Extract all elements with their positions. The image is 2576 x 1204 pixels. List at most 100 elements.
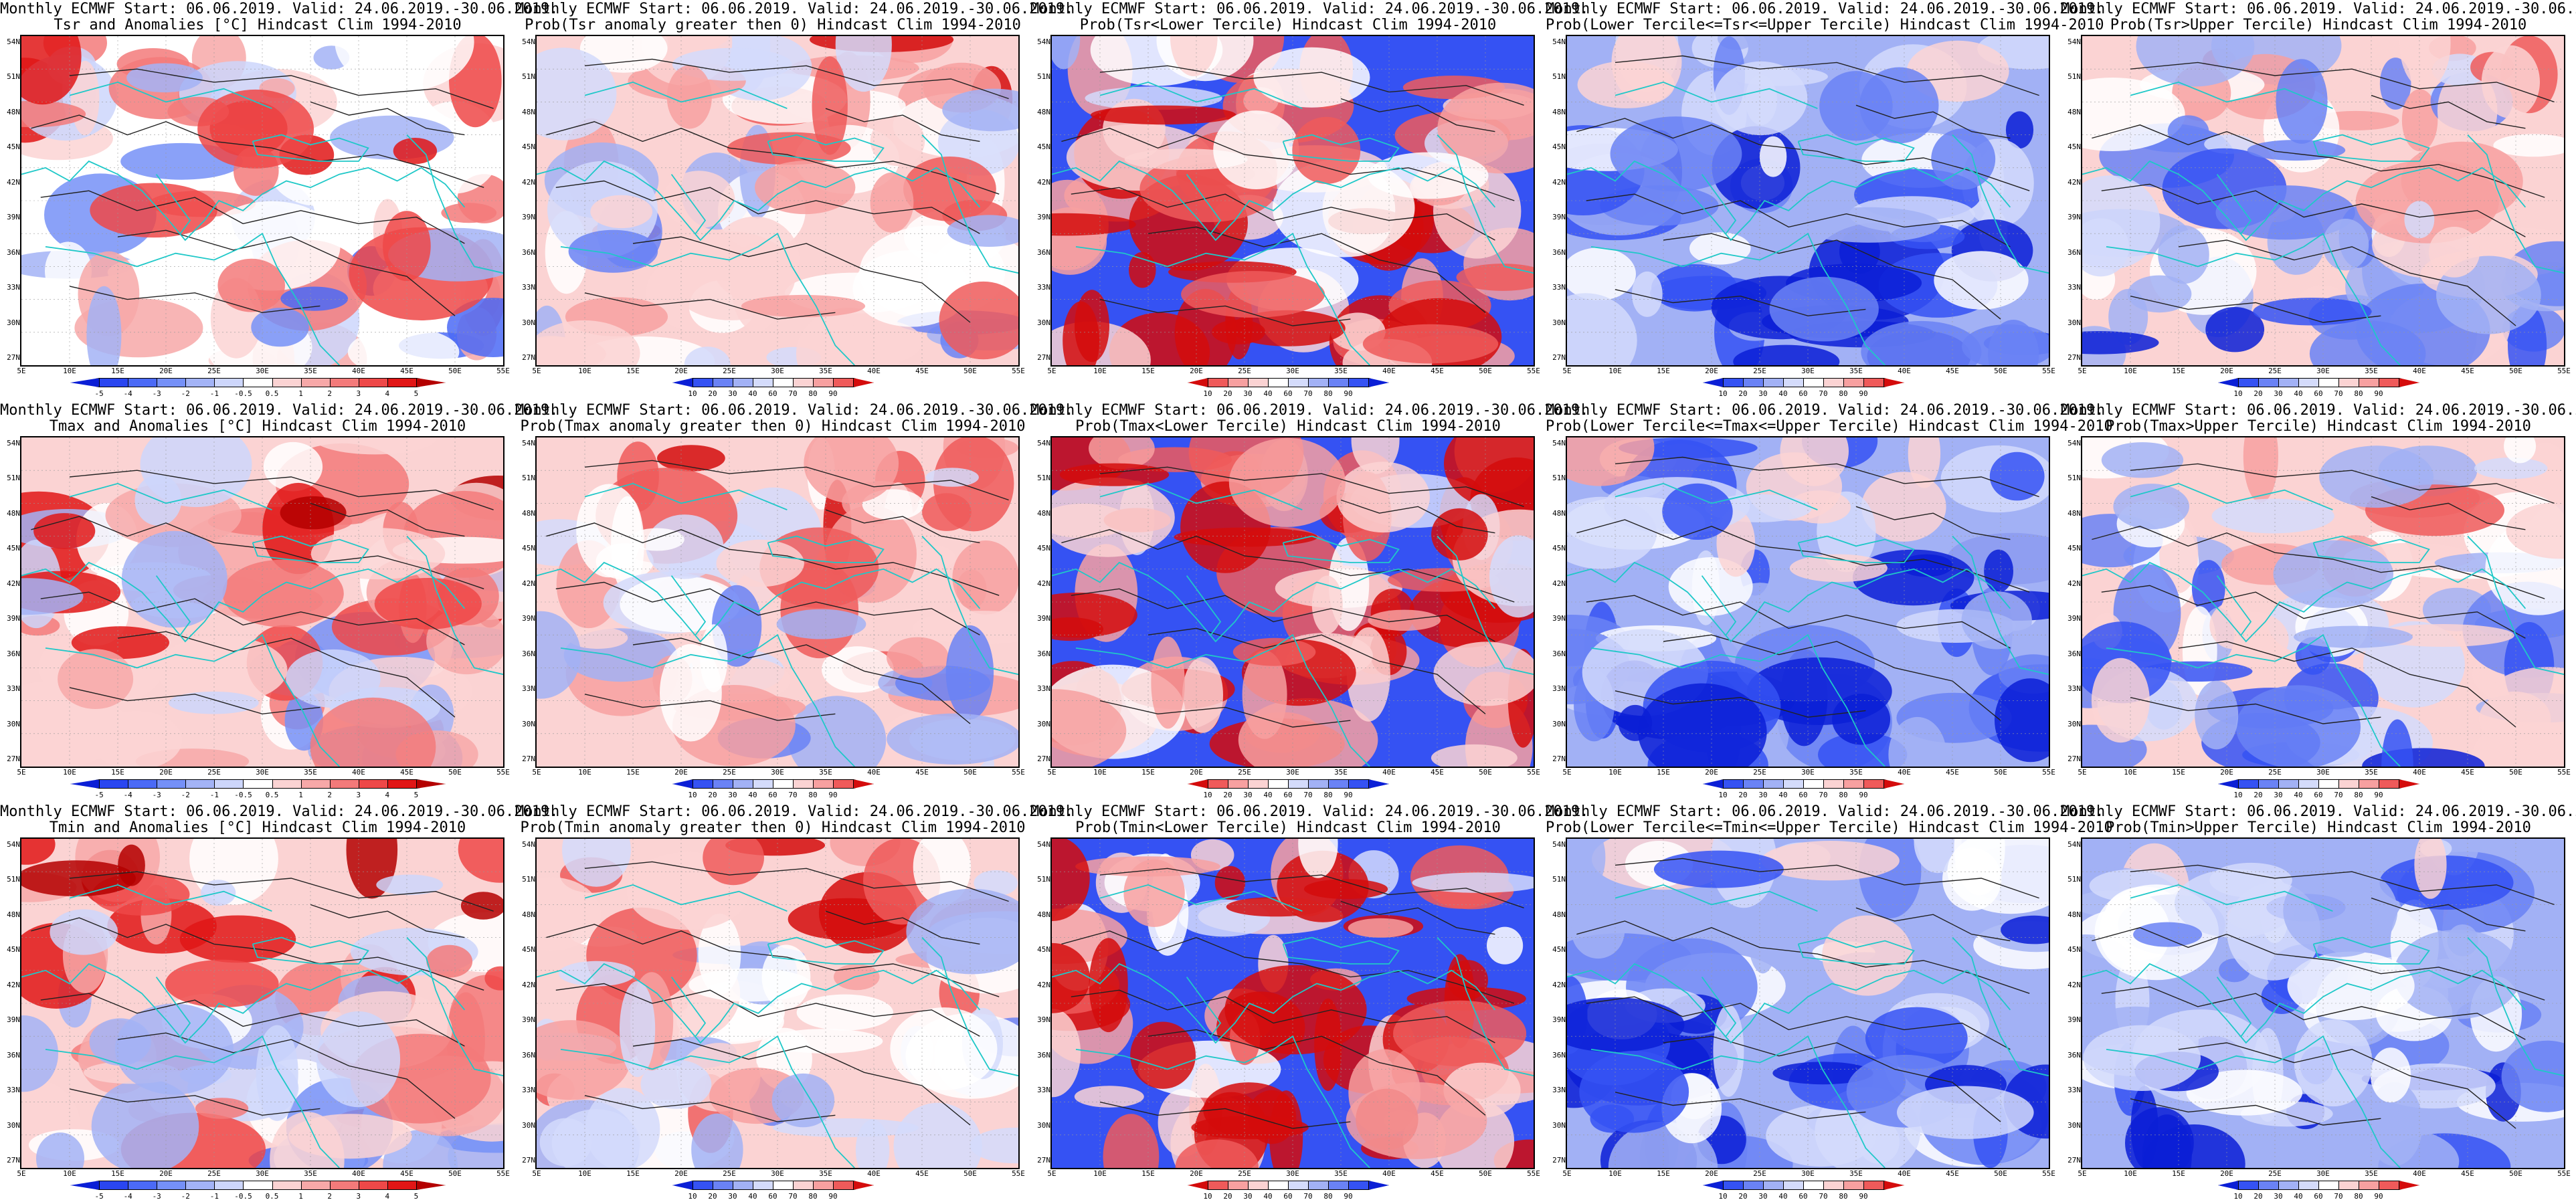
shading-blob (2283, 864, 2398, 957)
longitude-tick-label: 50E (1994, 768, 2007, 777)
color-bar-tick-label: 5 (413, 791, 419, 799)
longitude-tick-label: 10E (63, 367, 76, 375)
coastline (537, 963, 981, 1044)
color-bar-tick-label: 60 (1799, 389, 1808, 398)
shading-blob (640, 1060, 712, 1109)
color-bar-segment (2318, 378, 2339, 387)
shading-blob (1090, 105, 1236, 125)
shading-blob (263, 441, 323, 492)
latitude-tick-label: 42N (1037, 579, 1050, 588)
shading-blob (2082, 331, 2159, 355)
longitude-tick-label: 40E (2413, 768, 2426, 777)
temperature-contour (1615, 456, 2039, 498)
longitude-tick-label: 30E (771, 1169, 784, 1178)
shading-blob (933, 437, 1014, 532)
color-bar-segment (853, 779, 874, 789)
longitude-tick-label: 30E (2316, 768, 2330, 777)
coastline (584, 81, 788, 110)
temperature-contour (1147, 627, 1486, 714)
color-bar-segment (2318, 1181, 2339, 1190)
longitude-tick-label: 15E (626, 367, 640, 375)
shading-blob (107, 256, 233, 290)
temperature-contour (825, 108, 980, 142)
temperature-contour (1586, 193, 2011, 247)
color-bar-segment (2278, 1181, 2299, 1190)
longitude-tick-label: 45E (915, 1169, 929, 1178)
latitude-tick-label: 42N (1552, 980, 1566, 989)
shading-blob (165, 959, 279, 1008)
shading-blob (2158, 225, 2209, 284)
color-bar-segment (1188, 1181, 1208, 1190)
color-bar-segment (2258, 378, 2279, 387)
color-bar-tick-label: 70 (788, 791, 798, 799)
panel-title-line2: Tmax and Anomalies [°C] Hindcast Clim 19… (49, 418, 466, 435)
latitude-tick-label: 39N (7, 614, 20, 623)
shading-blob (688, 968, 812, 1002)
coastline (767, 936, 885, 965)
longitude-tick-label: 15E (2172, 367, 2185, 375)
color-bar-tick-label: 70 (1303, 791, 1313, 799)
color-bar-tick-label: 2 (327, 1192, 332, 1201)
shading-blob (121, 530, 227, 628)
latitude-tick-label: 30N (7, 318, 20, 327)
color-bar-tick-label: 80 (1323, 389, 1333, 398)
latitude-tick-label: 27N (522, 755, 535, 763)
longitude-tick-label: 20E (2220, 768, 2233, 777)
longitude-tick-label: 30E (1286, 1169, 1299, 1178)
color-bar-segment (753, 378, 773, 387)
longitude-tick-label: 5E (1047, 367, 1056, 375)
temperature-contour (2130, 463, 2555, 504)
color-bar-tick-label: 1 (298, 1192, 303, 1201)
latitude-tick-label: 51N (522, 72, 535, 82)
coastline (1186, 575, 1222, 635)
map-plot (2081, 837, 2565, 1169)
color-bar (1703, 779, 1904, 789)
shading-blob (1130, 1021, 1196, 1089)
latitude-tick-label: 48N (1037, 910, 1050, 919)
latitude-tick-label: 39N (2067, 614, 2081, 623)
color-bar-tick-label: -0.5 (234, 389, 252, 398)
shading-blob (1368, 152, 1489, 199)
longitude-tick-label: 10E (63, 768, 76, 777)
longitude-tick-label: 35E (2365, 768, 2378, 777)
shading-blob (2294, 625, 2413, 648)
shading-blob (893, 1102, 982, 1168)
color-bar-segment (1863, 378, 1884, 387)
color-bar-segment (1783, 1181, 1804, 1190)
panel-title-line1: Monthly ECMWF Start: 06.06.2019. Valid: … (1546, 1, 2104, 17)
longitude-tick-label: 30E (1801, 768, 1815, 777)
latitude-tick-label: 48N (2067, 508, 2081, 518)
shading-blob (1228, 437, 1346, 527)
shading-blob (1170, 36, 1218, 76)
longitude-tick-label: 45E (2461, 1169, 2474, 1178)
shading-blob (1336, 462, 1430, 533)
temperature-contour (584, 1095, 836, 1122)
coastline (1615, 884, 1818, 912)
color-bar-tick-label: 40 (748, 1192, 757, 1201)
shading-blob (126, 63, 203, 93)
shading-blob (1818, 732, 1908, 767)
longitude-tick-label: 45E (400, 768, 413, 777)
coastline (2312, 535, 2430, 563)
color-bar-tick-label: 60 (768, 1192, 777, 1201)
color-bar-segment (1368, 378, 1389, 387)
shading-blob (657, 445, 725, 472)
color-bar-segment (2338, 1181, 2359, 1190)
coastline (1797, 134, 1915, 162)
longitude-tick-label: 40E (1382, 1169, 1396, 1178)
coastline (670, 575, 707, 635)
longitude-tick-label: 25E (2268, 367, 2282, 375)
shading-blob (1129, 252, 1156, 288)
color-bar-tick-label: 90 (2374, 791, 2383, 799)
color-bar-segment (2379, 1181, 2399, 1190)
coastline (537, 160, 981, 241)
color-bar-segment (157, 378, 187, 387)
color-bar-segment (1208, 378, 1228, 387)
map-plot (1050, 35, 1535, 367)
latitude-tick-label: 30N (1037, 318, 1050, 327)
shading-blob (58, 649, 134, 709)
latitude-tick-label: 48N (522, 107, 535, 116)
shading-blob (1577, 61, 1675, 108)
shading-blob (1412, 872, 1534, 893)
longitude-tick-label: 55E (2557, 768, 2571, 777)
